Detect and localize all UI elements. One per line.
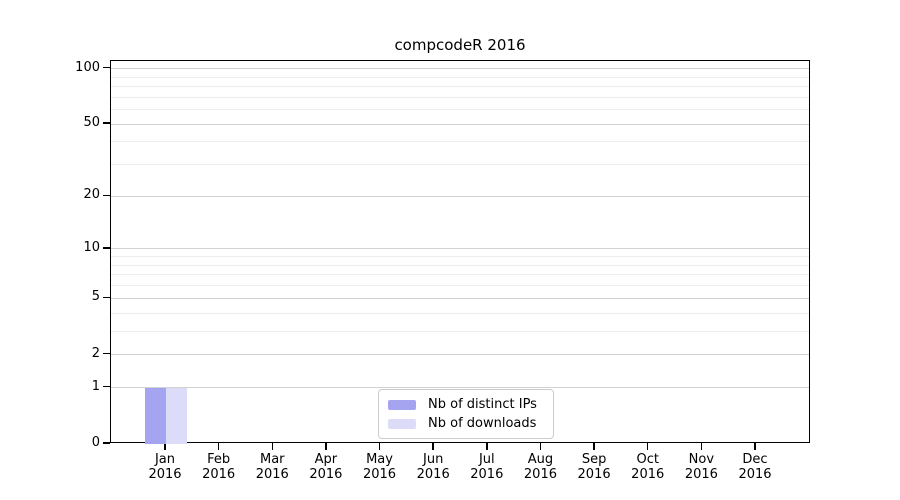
- x-tick-month: Aug: [527, 452, 554, 467]
- chart-title: compcodeR 2016: [394, 36, 526, 54]
- legend-item-distinct-ips: Nb of distinct IPs: [388, 395, 544, 414]
- y-tick: [103, 247, 110, 249]
- bar-nb-of-distinct-ips-jan-2016: [145, 387, 166, 444]
- y-tick-label: 10: [83, 239, 100, 255]
- x-tick-label-jul: Jul 2016: [455, 452, 519, 482]
- y-tick: [103, 66, 110, 69]
- x-tick-year: 2016: [631, 467, 665, 482]
- x-tick-month: Jun: [423, 452, 444, 467]
- x-tick-year: 2016: [202, 467, 236, 482]
- minor-gridline: [111, 86, 809, 88]
- x-tick-label-sep: Sep 2016: [562, 452, 626, 482]
- x-tick-month: Jan: [154, 452, 176, 467]
- x-tick-year: 2016: [416, 467, 450, 482]
- y-tick: [103, 385, 110, 388]
- minor-gridline: [111, 330, 809, 332]
- x-tick-month: Nov: [688, 452, 715, 467]
- minor-gridline: [111, 164, 809, 166]
- y-tick-label: 20: [83, 187, 100, 203]
- x-tick-year: 2016: [255, 467, 289, 482]
- y-tick: [103, 442, 110, 444]
- x-tick-label-jun: Jun 2016: [401, 452, 465, 482]
- x-tick-year: 2016: [362, 467, 397, 482]
- x-tick-label-feb: Feb 2016: [187, 452, 251, 482]
- x-tick: [754, 443, 756, 450]
- plot-area: Nb of distinct IPs Nb of downloads: [110, 60, 810, 444]
- y-tick-label: 1: [91, 378, 100, 394]
- x-tick: [378, 443, 381, 450]
- legend-label-downloads: Nb of downloads: [428, 416, 537, 431]
- x-tick: [646, 443, 649, 450]
- y-tick-label: 50: [83, 115, 100, 131]
- x-tick-label-aug: Aug 2016: [508, 452, 572, 482]
- x-tick-year: 2016: [148, 467, 182, 482]
- y-tick: [103, 122, 110, 124]
- minor-gridline: [111, 141, 809, 143]
- x-tick-month: Dec: [742, 452, 768, 467]
- y-tick-label: 0: [91, 435, 100, 450]
- bar-nb-of-downloads-jan-2016: [166, 387, 187, 444]
- x-tick: [271, 443, 274, 450]
- major-gridline: [111, 297, 809, 299]
- x-tick-month: Oct: [636, 452, 659, 467]
- x-tick-label-apr: Apr 2016: [294, 452, 358, 482]
- x-tick-month: Feb: [207, 452, 231, 467]
- y-tick-label: 100: [75, 59, 100, 75]
- minor-gridline: [111, 274, 809, 276]
- legend-swatch-distinct-ips: [388, 399, 416, 410]
- x-tick-year: 2016: [738, 467, 772, 482]
- x-tick-year: 2016: [523, 467, 557, 482]
- x-tick-label-jan: Jan 2016: [133, 452, 197, 482]
- legend-label-distinct-ips: Nb of distinct IPs: [428, 397, 537, 412]
- x-tick-year: 2016: [577, 467, 611, 482]
- major-gridline: [111, 354, 809, 356]
- x-tick: [593, 443, 595, 450]
- minor-gridline: [111, 312, 809, 314]
- x-tick: [432, 443, 434, 450]
- x-tick-label-dec: Dec 2016: [723, 452, 787, 482]
- y-tick: [103, 194, 110, 197]
- x-tick-year: 2016: [309, 467, 343, 482]
- x-tick: [539, 443, 542, 450]
- x-tick: [700, 443, 703, 450]
- minor-gridline: [111, 96, 809, 98]
- minor-gridline: [111, 285, 809, 287]
- y-tick: [103, 296, 110, 299]
- major-gridline: [111, 123, 809, 125]
- major-gridline: [111, 387, 809, 389]
- major-gridline: [111, 195, 809, 197]
- x-tick: [217, 443, 220, 450]
- x-tick-label-nov: Nov 2016: [669, 452, 733, 482]
- minor-gridline: [111, 256, 809, 258]
- legend: Nb of distinct IPs Nb of downloads: [378, 389, 554, 439]
- x-tick-month: Mar: [260, 452, 285, 467]
- major-gridline: [111, 248, 809, 250]
- y-tick-label: 5: [91, 289, 100, 305]
- x-tick-month: May: [366, 452, 393, 467]
- minor-gridline: [111, 76, 809, 78]
- legend-swatch-downloads: [388, 418, 416, 429]
- legend-item-downloads: Nb of downloads: [388, 414, 544, 433]
- y-tick-label: 2: [91, 345, 100, 361]
- x-tick-label-oct: Oct 2016: [616, 452, 680, 482]
- y-tick: [103, 352, 110, 355]
- minor-gridline: [111, 109, 809, 111]
- x-tick-month: Jul: [478, 452, 495, 467]
- major-gridline: [111, 68, 809, 70]
- x-tick-year: 2016: [470, 467, 504, 482]
- x-tick-label-mar: Mar 2016: [240, 452, 304, 482]
- x-tick: [164, 443, 166, 450]
- x-tick: [325, 443, 327, 450]
- x-tick-month: Sep: [581, 452, 607, 467]
- x-tick-label-may: May 2016: [348, 452, 412, 482]
- x-tick-year: 2016: [684, 467, 718, 482]
- x-tick: [486, 443, 488, 450]
- x-tick-month: Apr: [314, 452, 338, 467]
- minor-gridline: [111, 264, 809, 266]
